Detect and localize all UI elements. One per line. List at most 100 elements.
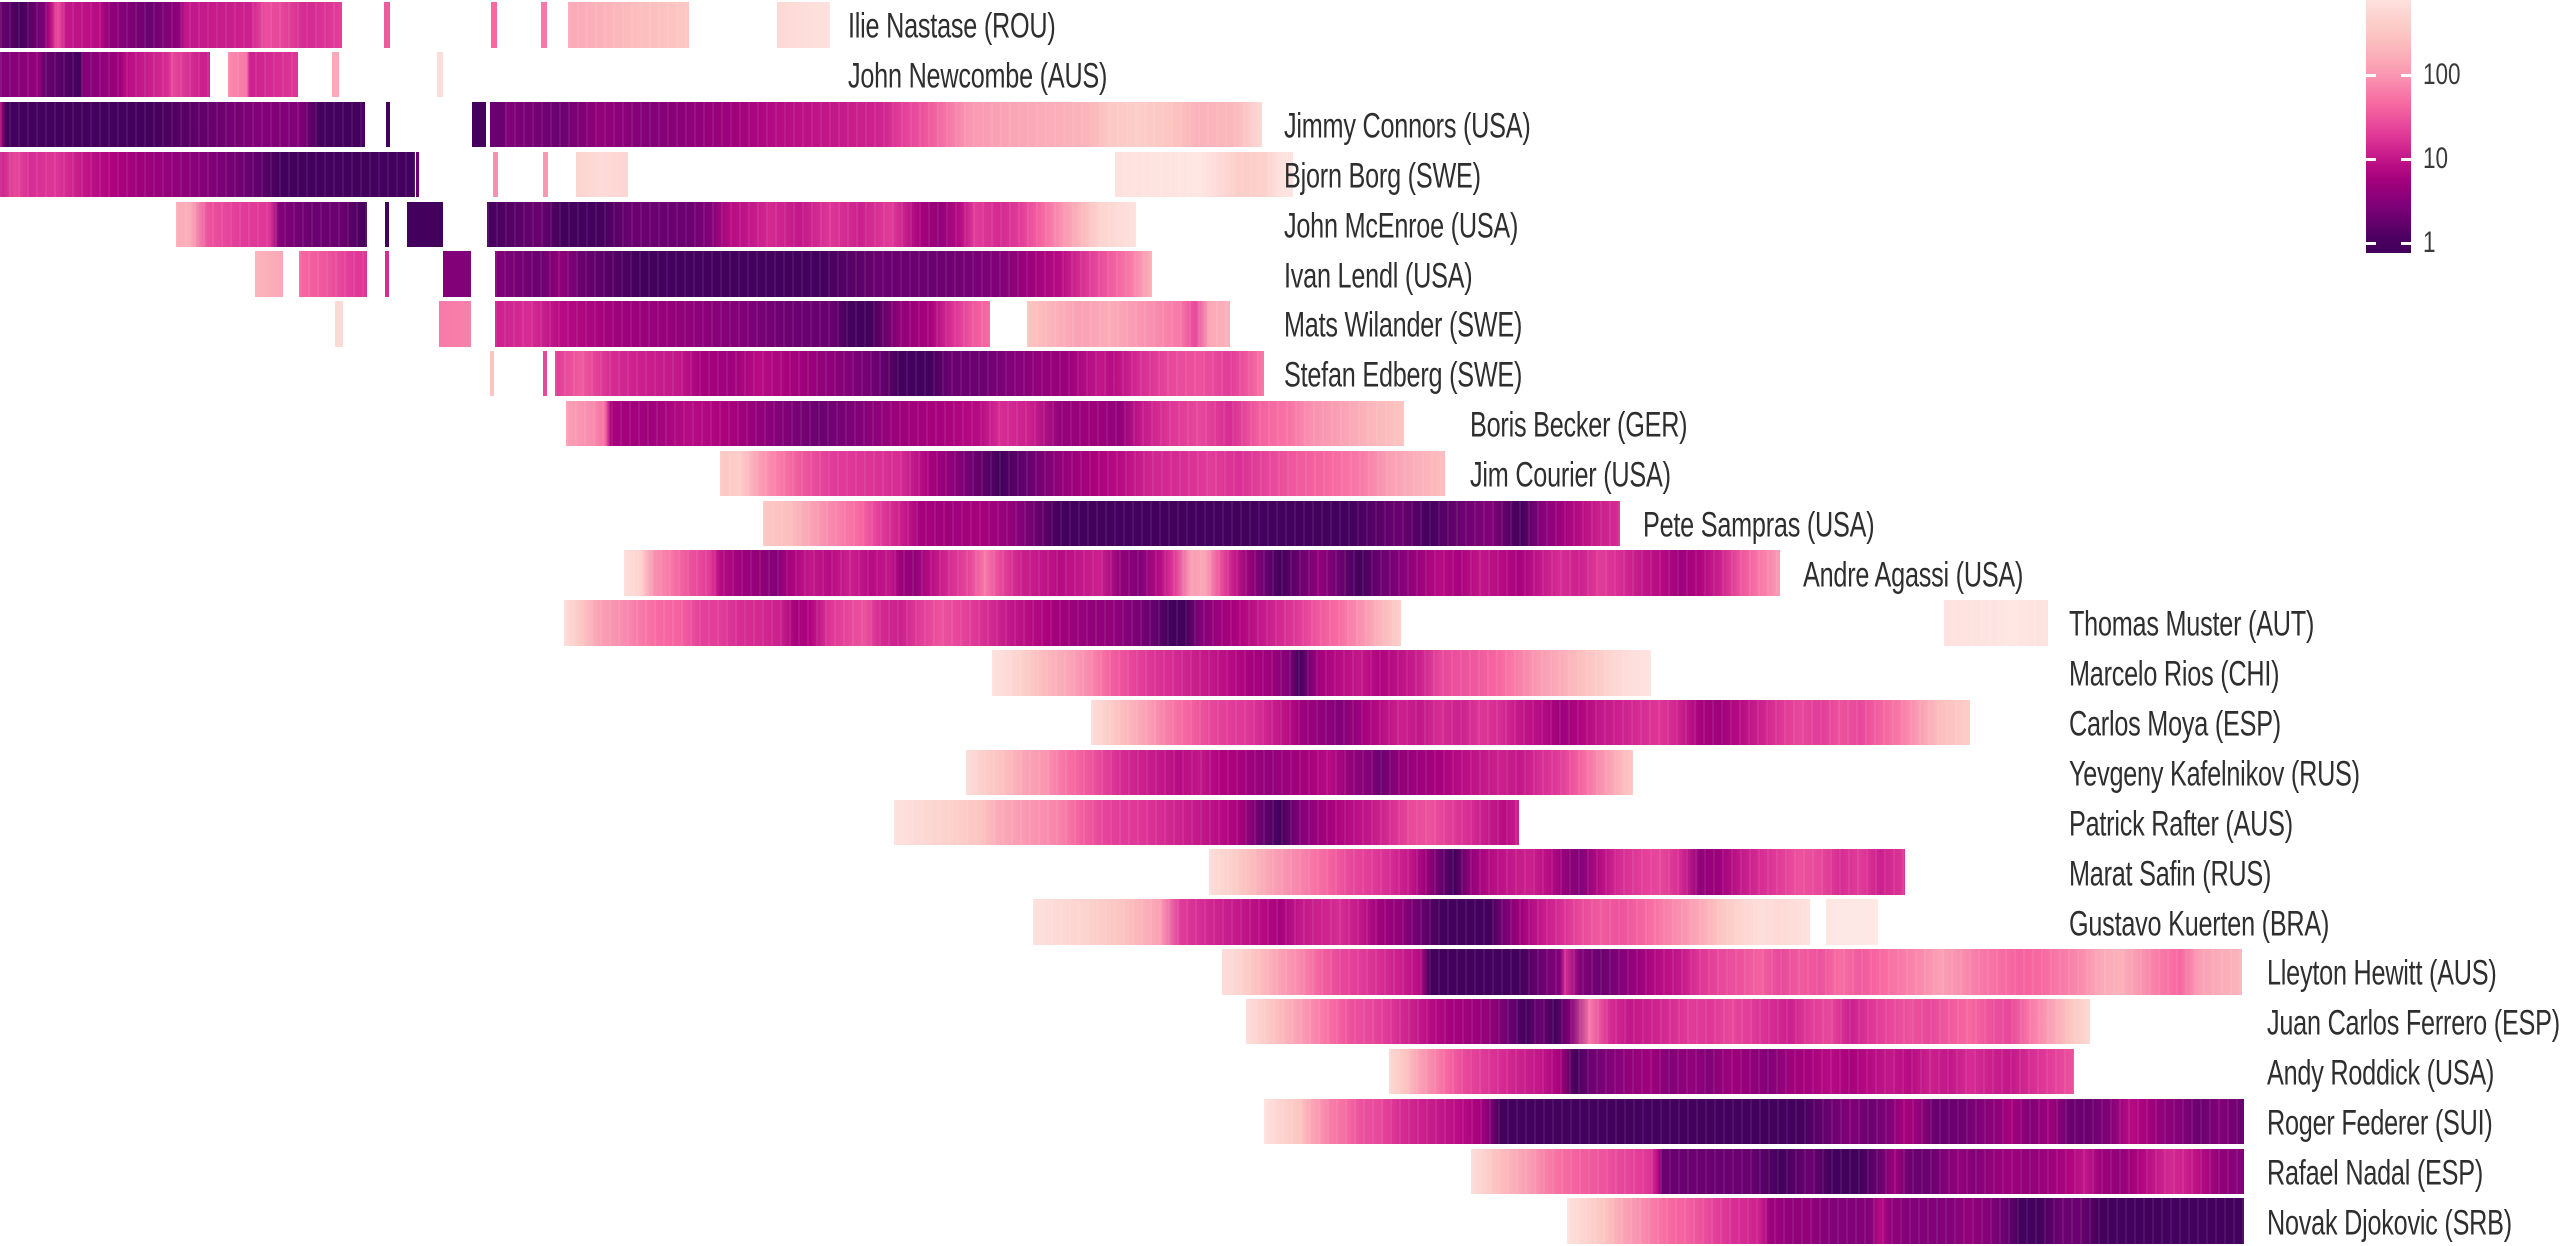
player-row: Jimmy Connors (USA) — [0, 101, 2560, 148]
player-row: Jim Courier (USA) — [0, 450, 2560, 497]
player-row: Roger Federer (SUI) — [0, 1098, 2560, 1145]
player-row: Marat Safin (RUS) — [0, 849, 2560, 895]
colorbar-gradient — [2366, 0, 2411, 253]
ranking-heat-segment — [416, 151, 419, 198]
player-label: Gustavo Kuerten (BRA) — [2069, 904, 2330, 944]
colorbar-tick-mark — [2401, 158, 2411, 161]
player-row: Bjorn Borg (SWE) — [0, 151, 2560, 198]
player-row: Stefan Edberg (SWE) — [0, 351, 2560, 397]
player-label: Patrick Rafter (AUS) — [2069, 804, 2293, 844]
player-label: John McEnroe (USA) — [1284, 206, 1519, 246]
ranking-heat-segment — [576, 151, 628, 198]
ranking-heat-segment — [1209, 849, 1905, 895]
ranking-heat-segment — [966, 749, 1633, 796]
ranking-heat-segment — [566, 400, 1404, 447]
player-row: John Newcombe (AUS) — [0, 52, 2560, 98]
ranking-heat-segment — [720, 450, 1445, 497]
ranking-heat-segment — [255, 251, 283, 297]
player-label: Marat Safin (RUS) — [2069, 854, 2272, 894]
colorbar-tick-mark — [2366, 242, 2376, 245]
ranking-heat-segment — [1222, 949, 2242, 995]
ranking-heat-segment — [763, 500, 1620, 546]
player-row: Novak Djokovic (SRB) — [0, 1198, 2560, 1244]
player-label: Andy Roddick (USA) — [2267, 1053, 2495, 1093]
player-label: Rafael Nadal (ESP) — [2267, 1153, 2484, 1193]
ranking-heat-segment — [384, 2, 390, 48]
player-row: Mats Wilander (SWE) — [0, 301, 2560, 347]
ranking-heat-segment — [564, 600, 1401, 646]
ranking-heat-segment — [1246, 999, 2090, 1045]
player-label: Juan Carlos Ferrero (ESP) — [2267, 1003, 2560, 1043]
ranking-heat-segment — [385, 251, 389, 297]
player-label: Stefan Edberg (SWE) — [1284, 355, 1523, 395]
player-label: Lleyton Hewitt (AUS) — [2267, 953, 2497, 993]
ranking-heat-segment — [443, 251, 471, 297]
ranking-heat-segment — [543, 351, 547, 397]
ranking-heat-segment — [1471, 1148, 2244, 1194]
player-label: Roger Federer (SUI) — [2267, 1103, 2493, 1143]
ranking-heat-segment — [437, 52, 443, 98]
player-label: Mats Wilander (SWE) — [1284, 305, 1523, 345]
ranking-heat-segment — [0, 151, 415, 198]
player-label: Jimmy Connors (USA) — [1284, 106, 1531, 146]
player-label: John Newcombe (AUS) — [848, 56, 1108, 96]
player-row: Andy Roddick (USA) — [0, 1048, 2560, 1095]
ranking-heat-segment — [487, 201, 1136, 247]
ranking-heat-segment — [332, 52, 339, 98]
player-label: Jim Courier (USA) — [1470, 455, 1671, 495]
player-row: Rafael Nadal (ESP) — [0, 1148, 2560, 1194]
player-row: Gustavo Kuerten (BRA) — [0, 899, 2560, 945]
colorbar-tick-label: 10 — [2423, 142, 2449, 175]
player-row: Thomas Muster (AUT) — [0, 600, 2560, 646]
player-row: Andre Agassi (USA) — [0, 550, 2560, 596]
ranking-heat-segment — [1027, 301, 1230, 347]
colorbar-tick-label: 1000 — [2423, 0, 2473, 3]
ranking-heat-segment — [0, 101, 365, 148]
player-row: Ivan Lendl (USA) — [0, 251, 2560, 297]
ranking-heat-segment — [493, 151, 498, 198]
colorbar-tick-label: 100 — [2423, 58, 2461, 91]
player-row: Yevgeny Kafelnikov (RUS) — [0, 749, 2560, 796]
player-label: Thomas Muster (AUT) — [2069, 604, 2315, 644]
player-row: Patrick Rafter (AUS) — [0, 799, 2560, 846]
ranking-heat-segment — [543, 151, 548, 198]
player-label: Andre Agassi (USA) — [1803, 555, 2024, 595]
colorbar-tick-mark — [2366, 74, 2376, 77]
ranking-heat-segment — [568, 2, 689, 48]
ranking-heat-segment — [495, 251, 1152, 297]
colorbar-tick-mark — [2366, 158, 2376, 161]
ranking-heat-segment — [992, 650, 1651, 696]
colorbar-tick-mark — [2401, 242, 2411, 245]
player-label: Boris Becker (GER) — [1470, 405, 1688, 445]
ranking-heat-segment — [407, 201, 443, 247]
colorbar-tick-label: 1 — [2423, 226, 2436, 259]
ranking-heat-segment — [386, 101, 390, 148]
ranking-heat-segment — [1033, 899, 1810, 945]
ranking-heat-segment — [1826, 899, 1878, 945]
ranking-heat-segment — [505, 101, 1262, 148]
ranking-heat-segment — [495, 301, 990, 347]
ranking-heat-segment — [894, 799, 1519, 846]
ranking-heat-segment — [385, 201, 389, 247]
ranking-heat-segment — [1944, 600, 2048, 646]
player-row: Pete Sampras (USA) — [0, 500, 2560, 546]
ranking-heat-segment — [490, 101, 505, 148]
player-row: Boris Becker (GER) — [0, 400, 2560, 447]
player-label: Yevgeny Kafelnikov (RUS) — [2069, 754, 2360, 794]
ranking-heat-segment — [1567, 1198, 2244, 1244]
ranking-heat-segment — [491, 2, 497, 48]
player-label: Ilie Nastase (ROU) — [848, 6, 1056, 46]
ranking-heat-segment — [0, 2, 342, 48]
player-row: John McEnroe (USA) — [0, 201, 2560, 247]
ranking-heat-segment — [555, 351, 1264, 397]
ranking-heat-segment — [176, 201, 367, 247]
ranking-heat-segment — [777, 2, 830, 48]
ranking-heat-segment — [541, 2, 547, 48]
ranking-heat-segment — [490, 351, 494, 397]
ranking-heat-segment — [1091, 699, 1970, 746]
ranking-heat-segment — [1115, 151, 1293, 198]
player-label: Novak Djokovic (SRB) — [2267, 1203, 2512, 1243]
player-row: Ilie Nastase (ROU) — [0, 2, 2560, 48]
ranking-heat-segment — [228, 52, 298, 98]
colorbar-tick-mark — [2401, 74, 2411, 77]
